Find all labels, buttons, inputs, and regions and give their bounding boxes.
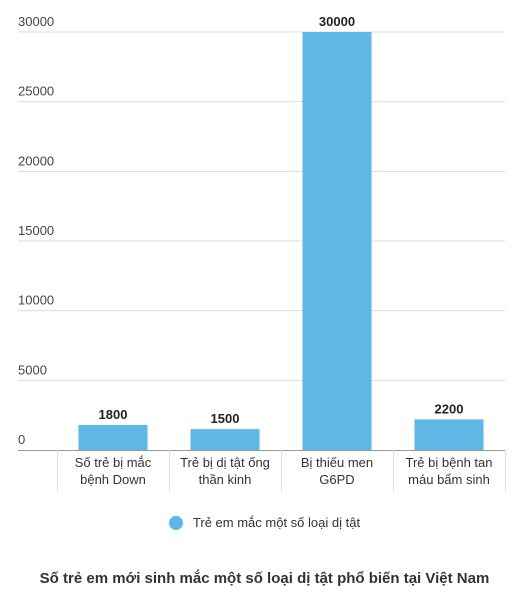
y-tick-label: 25000 [18, 84, 54, 99]
grid-lines [18, 31, 505, 381]
bar [414, 419, 484, 450]
y-tick-label: 5000 [18, 362, 47, 377]
category-label: bệnh Down [80, 472, 146, 487]
category-label: G6PD [319, 472, 354, 487]
y-tick-label: 30000 [18, 14, 54, 29]
category-labels: Số trẻ bị mắc bệnh Down Trẻ bị dị tật ống t… [75, 455, 493, 487]
data-label: 30000 [319, 14, 355, 29]
y-tick-label: 20000 [18, 153, 54, 168]
category-label: thần kinh [199, 472, 252, 487]
bar [302, 32, 372, 450]
bars [78, 32, 484, 450]
data-label: 1500 [211, 411, 240, 426]
y-tick-label: 0 [18, 432, 25, 447]
category-label: Trẻ bị dị tật ống [180, 455, 270, 470]
chart-title: Số trẻ em mới sinh mắc một số loại dị tậ… [39, 570, 490, 587]
x-axis [18, 450, 506, 492]
bar [78, 424, 148, 450]
category-label: máu bẩm sinh [408, 472, 490, 487]
legend-swatch [168, 515, 183, 530]
data-label: 1800 [99, 407, 128, 422]
data-label: 2200 [435, 401, 464, 416]
category-label: Số trẻ bị mắc [75, 455, 152, 470]
category-label: Bị thiếu men [301, 455, 373, 470]
legend-label: Trẻ em mắc một số loại dị tật [192, 515, 361, 530]
legend: Trẻ em mắc một số loại dị tật [0, 515, 529, 530]
y-axis-tick-labels: 0 5000 10000 15000 20000 25000 30000 [18, 14, 54, 447]
y-tick-label: 10000 [18, 293, 54, 308]
value-labels: 1800 1500 30000 2200 [99, 14, 464, 426]
category-label: Trẻ bị bệnh tan [406, 455, 493, 470]
y-tick-label: 15000 [18, 223, 54, 238]
bar [190, 429, 260, 450]
